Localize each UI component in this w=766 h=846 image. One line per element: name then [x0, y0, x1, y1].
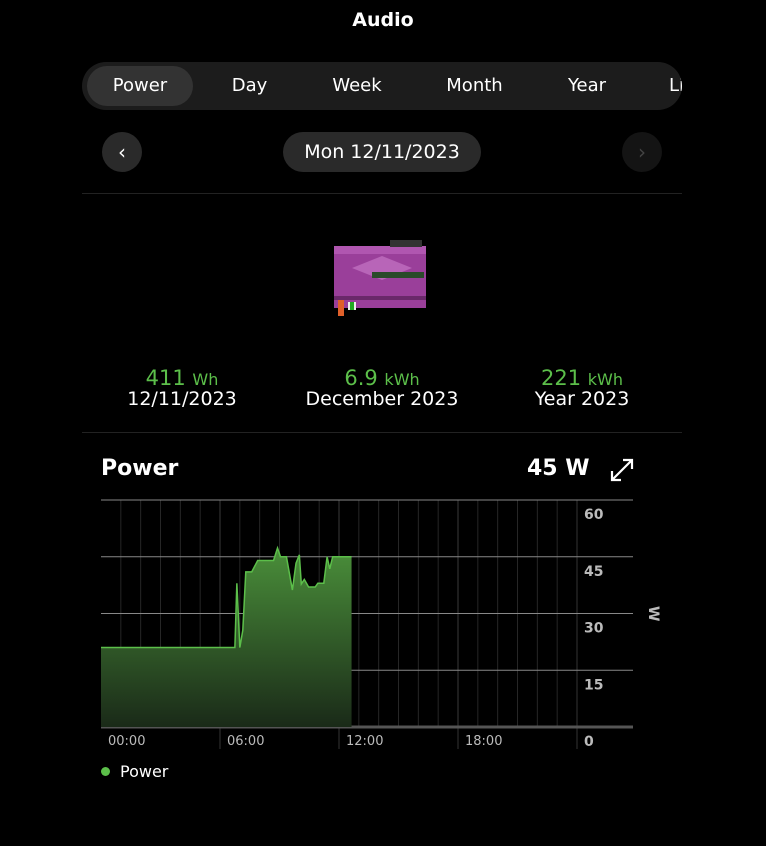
power-title: Power [101, 456, 179, 481]
stat-value: 6.9 [344, 366, 378, 390]
tab-month[interactable]: Month [446, 75, 503, 96]
stat-value: 411 [145, 366, 186, 390]
date-selector[interactable]: Mon 12/11/2023 [283, 132, 481, 172]
x-tick-label: 00:00 [108, 734, 145, 749]
y-axis-label: W [645, 606, 661, 621]
stat-day: 411 Wh 12/11/2023 [82, 366, 282, 410]
stat-unit: Wh [192, 370, 219, 389]
period-tabs: Power Day Week Month Year Lifetime [82, 62, 682, 110]
tab-power[interactable]: Power [87, 66, 193, 106]
stat-value: 221 [540, 366, 582, 390]
stat-label: December 2023 [305, 388, 459, 410]
y-tick-label: 30 [584, 621, 604, 637]
divider [82, 193, 682, 194]
tab-year[interactable]: Year [567, 75, 607, 96]
stat-label: Year 2023 [534, 388, 630, 410]
expand-icon[interactable] [608, 456, 636, 484]
legend-dot [101, 767, 110, 776]
y-tick-label: 15 [584, 677, 603, 693]
power-line [101, 545, 352, 649]
stat-unit: kWh [384, 370, 420, 389]
stat-month: 6.9 kWh December 2023 [282, 366, 482, 410]
chevron-left-icon: ‹ [118, 140, 126, 164]
x-tick-label: 12:00 [346, 734, 383, 749]
y-tick-label: 0 [584, 734, 594, 750]
stat-year: 221 kWh Year 2023 [482, 366, 682, 410]
page-title: Audio [352, 9, 414, 31]
tab-week[interactable]: Week [332, 75, 382, 96]
chevron-right-icon: › [638, 140, 646, 164]
y-tick-label: 45 [584, 564, 603, 580]
next-date-button[interactable]: › [622, 132, 662, 172]
legend-label: Power [120, 762, 169, 781]
x-tick-label: 06:00 [227, 734, 264, 749]
y-tick-label: 60 [584, 507, 604, 523]
chart-legend[interactable]: Power [101, 762, 168, 781]
x-tick-label: 18:00 [465, 734, 502, 749]
current-power: 45 W [527, 456, 590, 481]
prev-date-button[interactable]: ‹ [102, 132, 142, 172]
divider [82, 432, 682, 433]
tab-day[interactable]: Day [231, 75, 268, 96]
power-area [101, 548, 352, 727]
tab-lifetime[interactable]: Lifetime [669, 75, 682, 96]
stat-unit: kWh [587, 370, 623, 389]
device-image [334, 240, 426, 316]
stat-label: 12/11/2023 [127, 388, 237, 410]
